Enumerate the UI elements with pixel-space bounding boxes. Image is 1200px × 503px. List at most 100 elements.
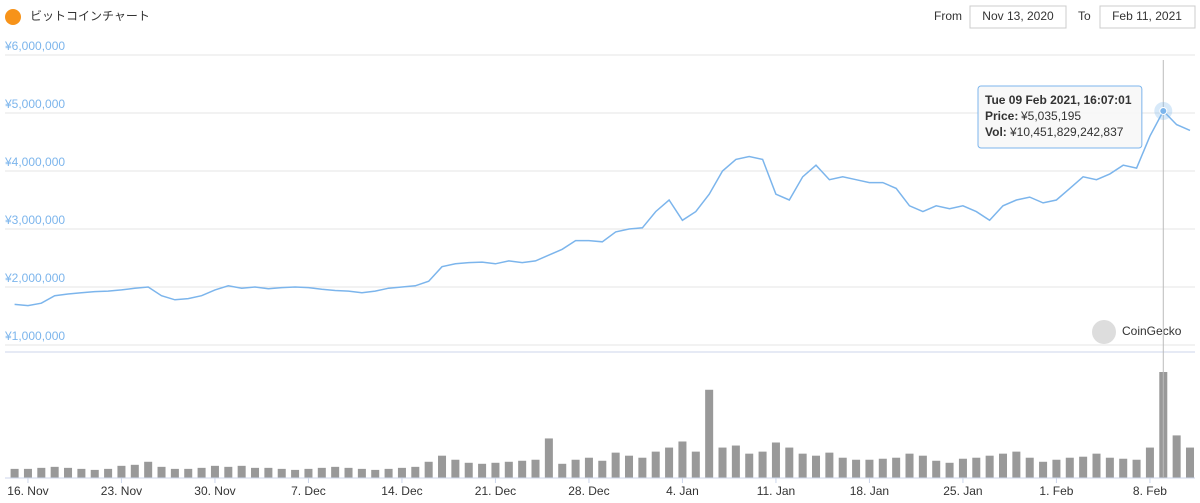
volume-bar (331, 466, 340, 478)
volume-bar (23, 468, 32, 478)
volume-bar (625, 455, 634, 478)
volume-bar (1145, 447, 1154, 478)
volume-bar (1025, 457, 1034, 478)
x-tick-label: 30. Nov (194, 484, 235, 498)
volume-bar (584, 457, 593, 478)
to-input[interactable] (1099, 5, 1196, 29)
y-tick-label: ¥3,000,000 (4, 213, 65, 227)
volume-bar (558, 463, 567, 478)
volume-bar (491, 462, 500, 478)
watermark: CoinGecko (1092, 320, 1182, 344)
y-tick-label: ¥5,000,000 (4, 97, 65, 111)
volume-bar (852, 459, 861, 478)
x-tick-label: 16. Nov (7, 484, 48, 498)
volume-bar (1065, 457, 1074, 478)
volume-bar (838, 457, 847, 478)
volume-bar (1039, 461, 1048, 478)
volume-bar (531, 459, 540, 478)
volume-bar (224, 466, 233, 478)
page-title: ビットコインチャート (30, 9, 150, 23)
tooltip-vol: ¥10,451,829,242,837 (1009, 125, 1124, 139)
volume-bar (665, 447, 674, 478)
volume-bar (10, 468, 19, 478)
x-tick-label: 1. Feb (1039, 484, 1073, 498)
volume-bar (464, 462, 473, 478)
volume-bar (905, 453, 914, 478)
volume-bar (1172, 435, 1181, 478)
volume-bar (731, 445, 740, 478)
x-tick-label: 18. Jan (850, 484, 889, 498)
y-tick-label: ¥6,000,000 (4, 39, 65, 53)
volume-bar (985, 455, 994, 478)
x-tick-label: 11. Jan (757, 484, 795, 498)
volume-bar (598, 460, 607, 478)
watermark-logo (1092, 320, 1116, 344)
volume-bar (197, 467, 206, 478)
x-tick-label: 14. Dec (381, 484, 422, 498)
volume-bar (678, 441, 687, 478)
from-input[interactable] (969, 5, 1067, 29)
volume-bar (958, 458, 967, 478)
volume-bar (918, 455, 927, 478)
y-tick-label: ¥1,000,000 (4, 329, 65, 343)
volume-bar (571, 459, 580, 478)
to-label: To (1078, 9, 1091, 23)
y-tick-label: ¥2,000,000 (4, 271, 65, 285)
volume-bar (438, 455, 447, 478)
volume-bar (745, 453, 754, 478)
volume-bar (424, 461, 433, 478)
volume-bar (184, 468, 193, 478)
volume-bar (50, 466, 59, 478)
volume-bar (1105, 457, 1114, 478)
volume-bar (945, 462, 954, 478)
from-date[interactable]: Nov 13, 2020 (982, 9, 1054, 23)
volume-bar (478, 463, 487, 478)
volume-bar (64, 467, 73, 478)
volume-bar (304, 468, 313, 478)
to-date[interactable]: Feb 11, 2021 (1112, 9, 1182, 23)
volume-bar (411, 466, 420, 478)
volume-bar (357, 468, 366, 478)
tooltip: Tue 09 Feb 2021, 16:07:01 Price: ¥5,035,19… (977, 85, 1143, 149)
x-tick-label: 21. Dec (475, 484, 516, 498)
volume-bar (812, 455, 821, 478)
volume-bar (1185, 447, 1195, 478)
volume-bar (384, 468, 393, 478)
volume-bar (691, 451, 700, 478)
volume-bar (37, 467, 46, 478)
volume-bar (317, 467, 326, 478)
watermark-text: CoinGecko (1122, 324, 1182, 338)
volume-bar (638, 457, 647, 478)
x-tick-label: 23. Nov (101, 484, 142, 498)
volume-bar (1132, 459, 1141, 478)
tooltip-vol-label: Vol: (985, 125, 1007, 139)
volume-bar (451, 459, 460, 478)
volume-bar (878, 458, 887, 478)
volume-bar (972, 457, 981, 478)
volume-bar (130, 464, 139, 478)
volume-bar (825, 452, 834, 478)
volume-bar (865, 459, 874, 478)
volume-bar (1079, 456, 1088, 478)
volume-bar (651, 451, 660, 478)
volume-bar (544, 438, 553, 478)
volume-bar (104, 468, 113, 478)
volume-bar (237, 465, 246, 478)
from-label: From (934, 9, 962, 23)
volume-bar (264, 467, 273, 478)
hover-point (1159, 106, 1168, 115)
volume-bar (1092, 453, 1101, 478)
tooltip-box (977, 85, 1143, 149)
tooltip-price-label: Price: (985, 109, 1018, 123)
volume-bar (397, 467, 406, 478)
volume-bar (611, 452, 620, 478)
bitcoin-icon (5, 9, 21, 25)
volume-bar (785, 447, 794, 478)
volume-bar (371, 469, 380, 478)
volume-bar (251, 467, 260, 478)
x-tick-label: 28. Dec (568, 484, 609, 498)
volume-bar (932, 460, 941, 478)
tooltip-date: Tue 09 Feb 2021, 16:07:01 (985, 93, 1132, 107)
volume-bar (1012, 451, 1021, 478)
